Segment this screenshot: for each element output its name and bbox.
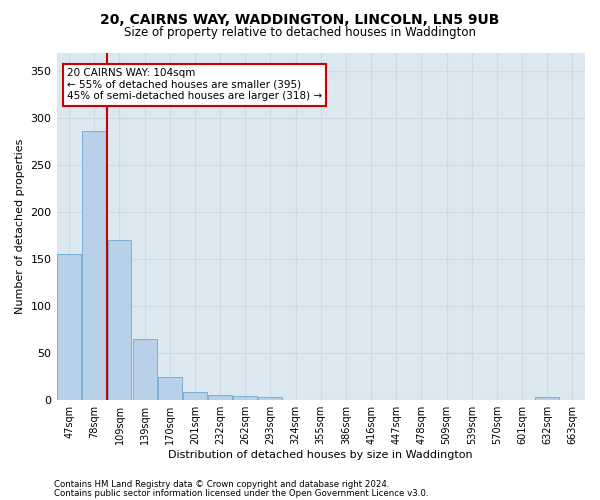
Text: 20, CAIRNS WAY, WADDINGTON, LINCOLN, LN5 9UB: 20, CAIRNS WAY, WADDINGTON, LINCOLN, LN5… [100,12,500,26]
Text: Contains public sector information licensed under the Open Government Licence v3: Contains public sector information licen… [54,488,428,498]
Bar [208,394,232,400]
X-axis label: Distribution of detached houses by size in Waddington: Distribution of detached houses by size … [169,450,473,460]
Bar [158,376,182,400]
Bar [183,392,207,400]
Y-axis label: Number of detached properties: Number of detached properties [15,138,25,314]
Bar [133,339,157,400]
Bar [82,132,106,400]
Bar [535,398,559,400]
Text: Contains HM Land Registry data © Crown copyright and database right 2024.: Contains HM Land Registry data © Crown c… [54,480,389,489]
Bar [107,240,131,400]
Bar [233,396,257,400]
Text: 20 CAIRNS WAY: 104sqm
← 55% of detached houses are smaller (395)
45% of semi-det: 20 CAIRNS WAY: 104sqm ← 55% of detached … [67,68,322,102]
Bar [57,254,81,400]
Text: Size of property relative to detached houses in Waddington: Size of property relative to detached ho… [124,26,476,39]
Bar [259,398,283,400]
